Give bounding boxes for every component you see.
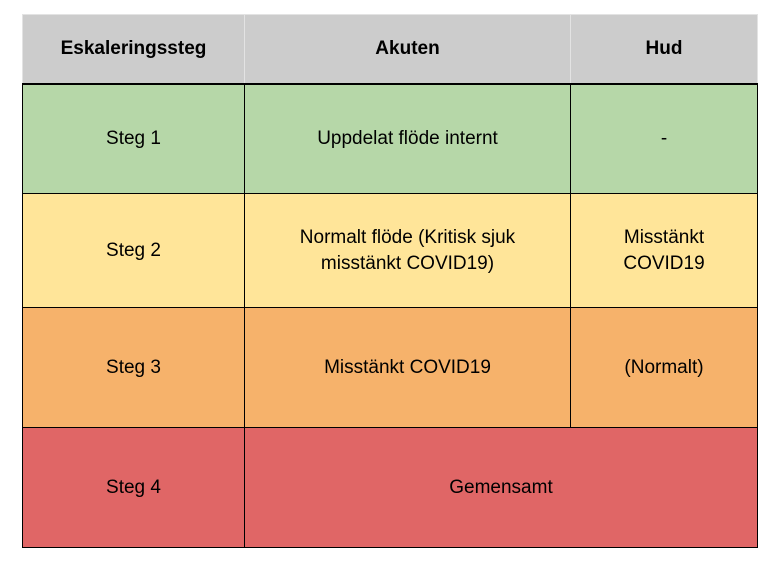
escalation-table: Eskaleringssteg Akuten Hud Steg 1 Uppdel… — [22, 14, 758, 548]
cell-text: Misstänkt COVID19 — [324, 356, 491, 378]
cell-text: - — [660, 127, 668, 149]
cell-steg[interactable]: Steg 4 — [22, 427, 245, 548]
cell-akuten[interactable]: Misstänkt COVID19 — [244, 307, 571, 428]
table-row-steg-2: Steg 2 Normalt flöde (Kritisk sjuk misst… — [22, 193, 758, 308]
cell-hud[interactable]: - — [570, 83, 758, 194]
cell-text: Gemensamt — [449, 476, 553, 498]
cell-steg[interactable]: Steg 3 — [22, 307, 245, 428]
header-row: Eskaleringssteg Akuten Hud — [22, 14, 758, 85]
cell-akuten[interactable]: Normalt flöde (Kritisk sjuk misstänkt CO… — [244, 193, 571, 308]
cell-hud[interactable]: Misstänkt COVID19 — [570, 193, 758, 308]
cell-text: Steg 2 — [106, 239, 161, 261]
cell-steg[interactable]: Steg 2 — [22, 193, 245, 308]
cell-text: Steg 1 — [106, 127, 161, 149]
cell-text: Normalt flöde (Kritisk sjuk misstänkt CO… — [299, 226, 516, 274]
header-akuten: Akuten — [244, 14, 571, 85]
escalation-table-container: Eskaleringssteg Akuten Hud Steg 1 Uppdel… — [22, 14, 758, 548]
cell-text: Steg 3 — [106, 356, 161, 378]
header-hud: Hud — [570, 14, 758, 85]
header-eskaleringssteg: Eskaleringssteg — [22, 14, 245, 85]
cell-steg[interactable]: Steg 1 — [22, 83, 245, 194]
cell-text: Steg 4 — [106, 476, 161, 498]
table-row-steg-4: Steg 4 Gemensamt — [22, 427, 758, 548]
cell-text: (Normalt) — [624, 356, 704, 378]
cell-text: Misstänkt COVID19 — [623, 226, 705, 274]
cell-hud[interactable]: (Normalt) — [570, 307, 758, 428]
cell-merged-gemensamt[interactable]: Gemensamt — [244, 427, 758, 548]
table-row-steg-3: Steg 3 Misstänkt COVID19 (Normalt) — [22, 307, 758, 428]
table-row-steg-1: Steg 1 Uppdelat flöde internt - — [22, 83, 758, 194]
cell-akuten[interactable]: Uppdelat flöde internt — [244, 83, 571, 194]
cell-text: Uppdelat flöde internt — [317, 127, 498, 149]
